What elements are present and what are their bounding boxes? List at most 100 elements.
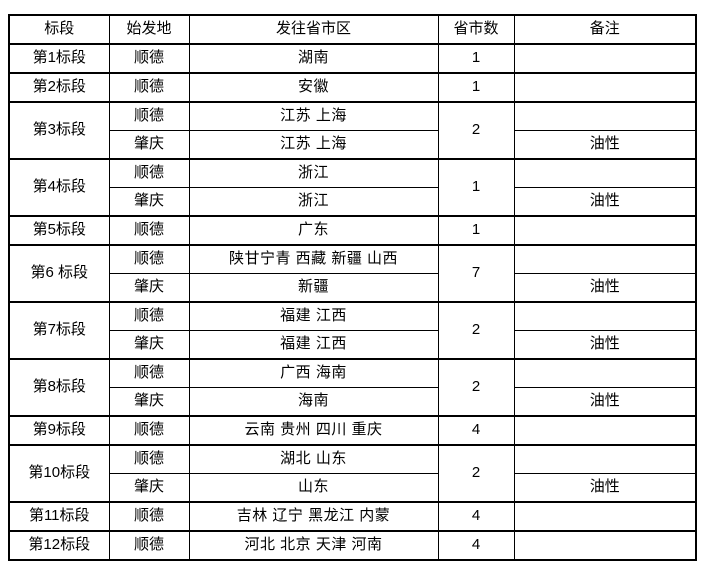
table-row: 第12标段 顺德 河北 北京 天津 河南 4	[8, 530, 697, 561]
table-row: 肇庆 江苏 上海 油性	[9, 130, 697, 160]
cell-origin: 肇庆	[108, 473, 190, 503]
header-row: 标段 始发地 发往省市区 省市数 备注	[8, 14, 697, 45]
cell-destination: 广东	[188, 215, 439, 246]
cell-remark: 油性	[513, 387, 697, 417]
cell-remark	[513, 244, 697, 274]
cell-destination: 福建 江西	[188, 330, 439, 360]
column-header-destination: 发往省市区	[188, 14, 439, 45]
cell-province-count: 2	[437, 301, 515, 360]
bid-sections-table: 标段 始发地 发往省市区 省市数 备注 第1标段 顺德 湖南 1 第2标段 顺德 安徽 1 第3…	[8, 14, 697, 561]
table-header: 标段 始发地 发往省市区 省市数 备注	[8, 14, 697, 45]
table-row: 第9标段 顺德 云南 贵州 四川 重庆 4	[8, 415, 697, 446]
cell-origin: 肇庆	[108, 187, 190, 217]
cell-destination: 福建 江西	[188, 301, 439, 331]
table-row: 第7标段 顺德 福建 江西 2	[8, 301, 697, 360]
cell-province-count: 2	[437, 101, 515, 160]
cell-origin: 顺德	[108, 215, 190, 246]
cell-section: 第4标段	[8, 158, 110, 217]
table-row: 第1标段 顺德 湖南 1	[8, 43, 697, 74]
cell-remark	[513, 415, 697, 446]
table-row: 肇庆 新疆 油性	[9, 273, 697, 303]
cell-remark	[513, 215, 697, 246]
cell-remark: 油性	[513, 330, 697, 360]
cell-destination: 山东	[188, 473, 439, 503]
cell-section: 第7标段	[8, 301, 110, 360]
cell-section: 第2标段	[8, 72, 110, 103]
table-row: 第4标段 顺德 浙江 1	[8, 158, 697, 217]
table-body: 第1标段 顺德 湖南 1 第2标段 顺德 安徽 1 第3标段 顺德 江苏 上海 2 肇庆 江苏 上海 油性第…	[8, 43, 697, 561]
cell-destination: 云南 贵州 四川 重庆	[188, 415, 439, 446]
cell-destination: 陕甘宁青 西藏 新疆 山西	[188, 244, 439, 274]
column-header-remark: 备注	[513, 14, 697, 45]
cell-province-count: 4	[437, 501, 515, 532]
column-header-count: 省市数	[437, 14, 515, 45]
cell-remark	[513, 158, 697, 188]
cell-section: 第12标段	[8, 530, 110, 561]
cell-remark	[513, 301, 697, 331]
cell-origin: 顺德	[108, 72, 190, 103]
cell-remark	[513, 501, 697, 532]
cell-province-count: 2	[437, 358, 515, 417]
cell-destination: 江苏 上海	[188, 101, 439, 131]
cell-origin: 肇庆	[108, 330, 190, 360]
cell-destination: 新疆	[188, 273, 439, 303]
cell-remark	[513, 101, 697, 131]
column-header-origin: 始发地	[108, 14, 190, 45]
table-row: 第10标段 顺德 湖北 山东 2	[8, 444, 697, 503]
cell-destination: 安徽	[188, 72, 439, 103]
cell-section: 第9标段	[8, 415, 110, 446]
cell-section: 第1标段	[8, 43, 110, 74]
table-row: 第11标段 顺德 吉林 辽宁 黑龙江 内蒙 4	[8, 501, 697, 532]
cell-origin: 顺德	[108, 158, 190, 188]
cell-destination: 广西 海南	[188, 358, 439, 388]
cell-remark: 油性	[513, 273, 697, 303]
cell-origin: 顺德	[108, 301, 190, 331]
cell-origin: 顺德	[108, 244, 190, 274]
cell-origin: 顺德	[108, 530, 190, 561]
cell-province-count: 1	[437, 72, 515, 103]
cell-section: 第11标段	[8, 501, 110, 532]
cell-section: 第10标段	[8, 444, 110, 503]
table-row: 第2标段 顺德 安徽 1	[8, 72, 697, 103]
cell-destination: 湖北 山东	[188, 444, 439, 474]
cell-destination: 湖南	[188, 43, 439, 74]
cell-destination: 吉林 辽宁 黑龙江 内蒙	[188, 501, 439, 532]
cell-province-count: 2	[437, 444, 515, 503]
cell-remark	[513, 358, 697, 388]
cell-destination: 河北 北京 天津 河南	[188, 530, 439, 561]
cell-origin: 肇庆	[108, 130, 190, 160]
cell-section: 第6 标段	[8, 244, 110, 303]
table-row: 肇庆 浙江 油性	[9, 187, 697, 217]
cell-origin: 顺德	[108, 43, 190, 74]
column-header-section: 标段	[8, 14, 110, 45]
cell-origin: 肇庆	[108, 273, 190, 303]
cell-destination: 江苏 上海	[188, 130, 439, 160]
cell-remark: 油性	[513, 473, 697, 503]
cell-origin: 肇庆	[108, 387, 190, 417]
cell-province-count: 4	[437, 415, 515, 446]
cell-destination: 浙江	[188, 158, 439, 188]
table-row: 第3标段 顺德 江苏 上海 2	[8, 101, 697, 160]
cell-destination: 浙江	[188, 187, 439, 217]
cell-origin: 顺德	[108, 444, 190, 474]
cell-remark: 油性	[513, 130, 697, 160]
table-row: 第6 标段 顺德 陕甘宁青 西藏 新疆 山西 7	[8, 244, 697, 303]
cell-remark	[513, 530, 697, 561]
cell-province-count: 1	[437, 215, 515, 246]
cell-destination: 海南	[188, 387, 439, 417]
cell-province-count: 1	[437, 43, 515, 74]
cell-origin: 顺德	[108, 101, 190, 131]
cell-province-count: 1	[437, 158, 515, 217]
table-row: 肇庆 山东 油性	[9, 473, 697, 503]
cell-origin: 顺德	[108, 358, 190, 388]
cell-section: 第5标段	[8, 215, 110, 246]
cell-section: 第8标段	[8, 358, 110, 417]
bid-sections-table-container: 标段 始发地 发往省市区 省市数 备注 第1标段 顺德 湖南 1 第2标段 顺德 安徽 1 第3…	[8, 14, 697, 561]
table-row: 第5标段 顺德 广东 1	[8, 215, 697, 246]
cell-remark	[513, 72, 697, 103]
cell-remark	[513, 43, 697, 74]
table-row: 肇庆 福建 江西 油性	[9, 330, 697, 360]
cell-origin: 顺德	[108, 501, 190, 532]
cell-province-count: 7	[437, 244, 515, 303]
cell-origin: 顺德	[108, 415, 190, 446]
